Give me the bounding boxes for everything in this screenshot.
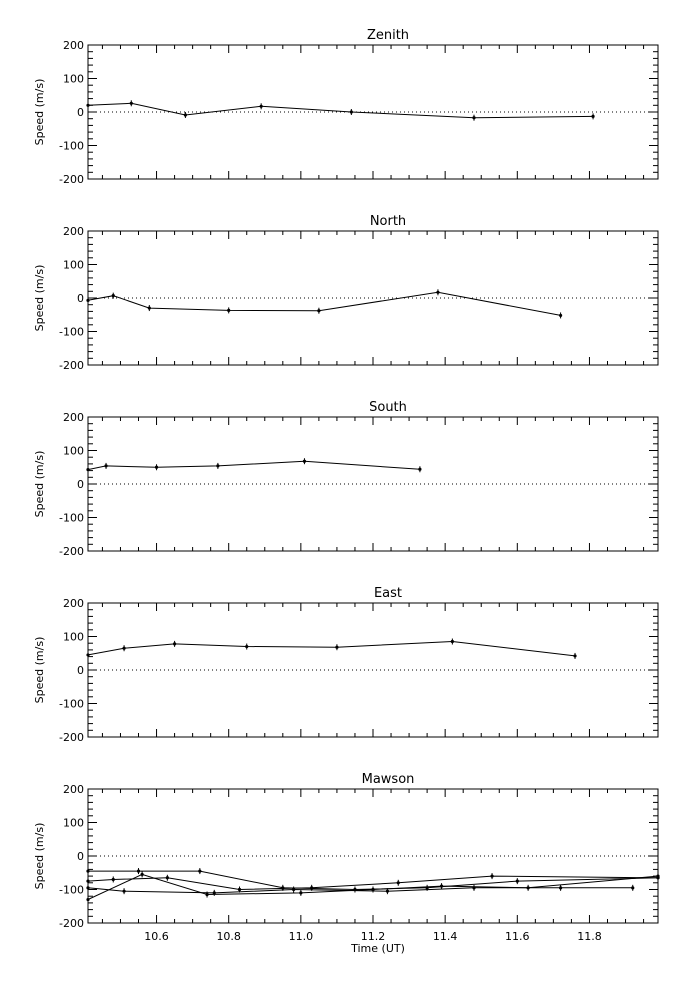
panel-0: Zenith 200 100 0 -100 -200 Speed (m/s) <box>33 28 659 186</box>
y-axis-label: Speed (m/s) <box>33 79 46 146</box>
y-tick-label: 100 <box>63 817 84 830</box>
y-tick-label: -100 <box>59 884 84 897</box>
y-tick-label: 200 <box>63 225 84 238</box>
panel-4: Mawson 200 100 0 -100 -200 Speed (m/s) 10.6 10.8… <box>33 772 660 955</box>
y-axis-label: Speed (m/s) <box>33 637 46 704</box>
y-tick-label: 0 <box>77 292 84 305</box>
y-axis-label: Speed (m/s) <box>33 451 46 518</box>
series-line <box>87 460 420 471</box>
series-line <box>87 887 633 894</box>
y-tick-label: -200 <box>59 731 84 744</box>
y-tick-label: 0 <box>77 664 84 677</box>
x-tick-label: 11.4 <box>433 930 458 943</box>
y-tick-label: 200 <box>63 411 84 424</box>
y-tick-label: -100 <box>59 326 84 339</box>
x-tick-label: 11.8 <box>577 930 602 943</box>
x-tick-label: 11.2 <box>361 930 386 943</box>
y-tick-label: -200 <box>59 545 84 558</box>
panel-title: Zenith <box>367 28 409 43</box>
y-tick-label: -100 <box>59 698 84 711</box>
y-tick-label: -200 <box>59 917 84 930</box>
y-tick-label: -200 <box>59 173 84 186</box>
y-tick-label: -100 <box>59 512 84 525</box>
panel-title: Mawson <box>362 772 415 787</box>
y-tick-label: 100 <box>63 445 84 458</box>
series-line <box>87 102 594 119</box>
x-tick-label: 11.6 <box>505 930 530 943</box>
series-line <box>88 870 659 891</box>
x-tick-label: 11.0 <box>289 930 314 943</box>
y-tick-label: -100 <box>59 140 84 153</box>
panel-title: East <box>374 586 402 601</box>
panel-title: South <box>369 400 407 415</box>
y-tick-label: 100 <box>63 73 84 86</box>
y-tick-label: 200 <box>63 783 84 796</box>
x-tick-label: 10.6 <box>144 930 169 943</box>
y-tick-label: 100 <box>63 631 84 644</box>
y-tick-label: 0 <box>77 850 84 863</box>
y-tick-label: 100 <box>63 259 84 272</box>
panel-2: South 200 100 0 -100 -200 Speed (m/s) <box>33 400 659 558</box>
series-line <box>87 640 576 657</box>
panel-3: East 200 100 0 -100 -200 Speed (m/s) <box>33 586 659 744</box>
panel-1: North 200 100 0 -100 -200 Speed (m/s) <box>33 214 659 372</box>
y-tick-label: 0 <box>77 106 84 119</box>
y-axis-label: Speed (m/s) <box>33 265 46 332</box>
y-tick-label: -200 <box>59 359 84 372</box>
x-axis-label: Time (UT) <box>350 942 405 955</box>
x-tick-label: 10.8 <box>216 930 241 943</box>
y-tick-label: 0 <box>77 478 84 491</box>
panel-title: North <box>370 214 406 229</box>
series-line <box>87 291 561 316</box>
y-tick-label: 200 <box>63 597 84 610</box>
series-line <box>87 875 659 891</box>
y-axis-label: Speed (m/s) <box>33 823 46 890</box>
y-tick-label: 200 <box>63 39 84 52</box>
